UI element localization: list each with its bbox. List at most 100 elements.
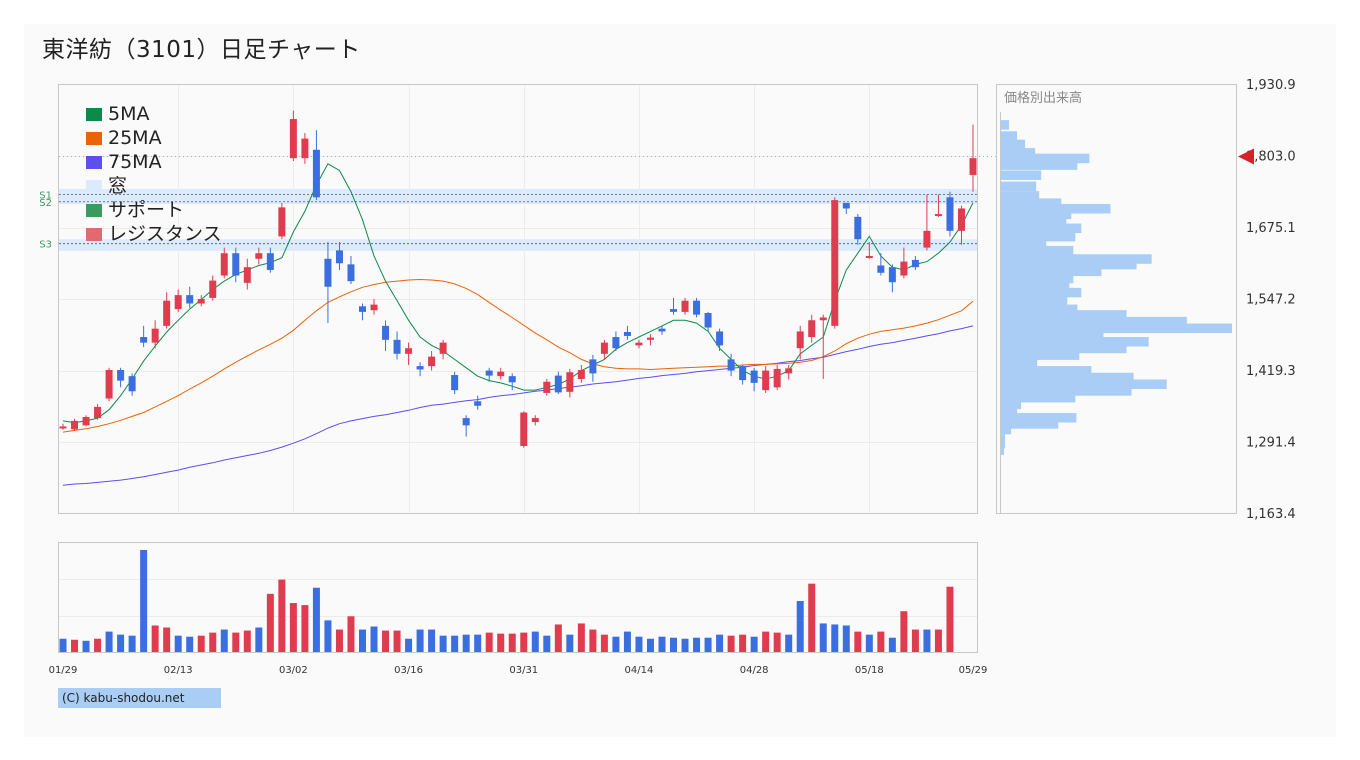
- volume-bar: [278, 579, 286, 652]
- legend-swatch: [86, 108, 102, 121]
- volume-bar: [531, 631, 539, 652]
- candle-up: [762, 370, 770, 391]
- candle-up: [934, 214, 942, 217]
- volume-profile-bar: [1001, 445, 1005, 455]
- volume-bar: [658, 636, 666, 652]
- volume-profile-bar: [1001, 379, 1167, 389]
- candle-down: [186, 295, 194, 304]
- candle-up: [428, 356, 436, 367]
- candlesticks: [59, 110, 977, 448]
- legend-swatch: [86, 132, 102, 145]
- candle-down: [946, 197, 954, 231]
- candle-up: [923, 230, 931, 248]
- price-tick-label: 1,803.0: [1246, 149, 1296, 164]
- volume-bar: [485, 632, 493, 652]
- date-tick-label: 02/13: [164, 665, 193, 676]
- volume-bar: [186, 636, 194, 652]
- volume-profile-bar: [1001, 304, 1078, 315]
- candle-down: [485, 370, 493, 376]
- volume-bar: [635, 636, 643, 652]
- volume-bar: [382, 630, 390, 652]
- candle-down: [888, 267, 896, 283]
- volume-bar: [163, 627, 171, 652]
- volume-profile-bar: [1001, 245, 1074, 256]
- candle-down: [416, 366, 424, 370]
- volume-profile-bar: [1001, 266, 1102, 277]
- volume-profile-bar: [1001, 231, 1076, 242]
- date-tick-label: 05/18: [855, 665, 884, 676]
- candle-up: [301, 138, 309, 159]
- support-label: S1: [39, 190, 52, 201]
- legend-label: レジスタンス: [108, 223, 222, 245]
- volume-bar: [243, 630, 251, 652]
- volume-profile-bar: [1001, 153, 1090, 164]
- volume-bar: [543, 635, 551, 652]
- candle-up: [163, 300, 171, 326]
- support-label: S2: [39, 198, 52, 209]
- candle-down: [716, 331, 724, 346]
- candle-up: [773, 368, 781, 388]
- candle-up: [796, 331, 804, 349]
- volume-bar: [497, 633, 505, 652]
- volume-profile-bar: [1001, 366, 1092, 376]
- volume-bar: [82, 640, 90, 652]
- volume-bar: [739, 634, 747, 652]
- candle-up: [646, 337, 654, 340]
- volume-profile-bar: [1001, 148, 1036, 158]
- volume-profile-bar: [1001, 120, 1010, 130]
- volume-profile-bar: [1001, 392, 1076, 403]
- candle-down: [140, 337, 148, 343]
- volume-bar: [370, 626, 378, 652]
- volume-profile-bar: [1001, 316, 1187, 327]
- volume-profile-bar: [1001, 343, 1127, 354]
- volume-profile-bar: [1001, 406, 1018, 416]
- volume-bar: [854, 631, 862, 652]
- candle-down: [324, 258, 332, 287]
- candle-up: [82, 416, 90, 426]
- volume-bar: [105, 631, 113, 652]
- volume-bar: [474, 634, 482, 652]
- support-label: S3: [39, 240, 52, 251]
- volume-profile-bar: [1001, 358, 1038, 369]
- volume-profile-bar: [1001, 419, 1059, 429]
- volume-bar: [209, 632, 217, 652]
- volume-bar: [312, 587, 320, 652]
- legend-label: サポート: [108, 199, 184, 221]
- volume-profile-bars: [1001, 120, 1232, 455]
- candle-down: [739, 366, 747, 381]
- candle-down: [393, 339, 401, 354]
- candle-up: [289, 119, 297, 159]
- volume-profile-bar: [1001, 432, 1006, 442]
- candle-down: [128, 376, 136, 392]
- candle-up: [197, 299, 205, 304]
- candle-down: [451, 375, 459, 391]
- candle-up: [865, 255, 873, 258]
- candle-up: [71, 420, 79, 430]
- volume-bar: [716, 634, 724, 652]
- volume-bar: [911, 629, 919, 652]
- volume-profile-bar: [1001, 372, 1134, 383]
- candle-up: [520, 412, 528, 447]
- ma25-line: [62, 278, 974, 433]
- volume-profile-bar: [1001, 337, 1149, 347]
- legend-swatch: [86, 156, 102, 169]
- candle-up: [405, 348, 413, 354]
- volume-profile-bar: [1001, 209, 1072, 220]
- candle-up: [969, 158, 977, 175]
- volume-bar: [693, 637, 701, 652]
- candle-up: [635, 342, 643, 346]
- candle-up: [600, 342, 608, 354]
- volume-bar: [393, 630, 401, 652]
- date-tick-label: 03/02: [279, 665, 308, 676]
- volume-bar: [520, 632, 528, 652]
- volume-bar: [808, 583, 816, 652]
- candle-up: [278, 207, 286, 237]
- volume-bar: [59, 638, 67, 652]
- candle-down: [854, 216, 862, 240]
- legend-label: 窓: [108, 175, 127, 197]
- candle-up: [831, 200, 839, 326]
- current-price-arrow: [1238, 148, 1254, 165]
- credit-label: (C) kabu-shodou.net: [58, 688, 221, 708]
- price-tick-label: 1,675.1: [1246, 221, 1296, 236]
